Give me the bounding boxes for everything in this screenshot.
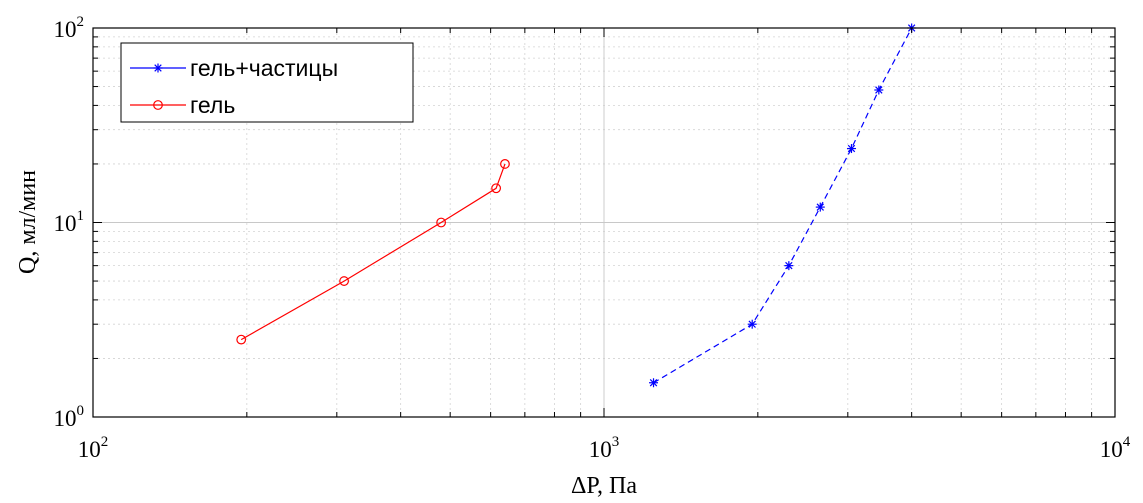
legend-marker-circle-icon — [153, 100, 163, 110]
data-point-star — [815, 202, 825, 212]
axis-ticks — [92, 28, 1115, 418]
x-tick-label: 103 — [589, 434, 620, 462]
star-icon — [153, 63, 163, 73]
x-tick-label: 102 — [78, 434, 109, 462]
data-point-star — [747, 319, 757, 329]
y-tick-label: 101 — [54, 208, 85, 236]
star-stroke — [847, 144, 856, 153]
star-stroke — [785, 261, 793, 270]
star-stroke — [748, 320, 756, 328]
y-tick-labels: 100 101 102 — [54, 14, 85, 431]
legend-box — [120, 42, 414, 123]
star-stroke — [875, 86, 883, 94]
legend: гель+частицы гель — [120, 42, 414, 123]
major-grid — [93, 28, 1115, 417]
star-stroke — [154, 64, 162, 72]
data-point-circle — [236, 334, 247, 345]
x-tick-label: 104 — [1100, 434, 1131, 462]
legend-marker-star-icon — [153, 63, 163, 73]
data-point-star — [874, 85, 884, 95]
circle-icon — [153, 100, 163, 110]
x-tick-labels: 102 103 104 — [78, 434, 1131, 462]
y-axis-label: Q, мл/мин — [15, 170, 41, 274]
legend-label-gel: гель — [190, 92, 235, 118]
data-point-circle — [339, 276, 349, 286]
series-line — [240, 163, 506, 341]
series-layer — [236, 23, 917, 388]
y-tick-label: 102 — [54, 14, 85, 42]
data-point-circle — [491, 183, 502, 194]
legend-label-gel-particles: гель+частицы — [190, 55, 338, 81]
x-axis-label: ΔP, Па — [571, 473, 637, 499]
y-tick-label: 100 — [54, 403, 85, 431]
series-gel — [236, 159, 510, 345]
data-point-star — [649, 378, 659, 388]
data-point-circle — [500, 159, 510, 169]
data-point-star — [784, 261, 794, 271]
star-stroke — [816, 203, 825, 211]
data-point-circle — [436, 217, 447, 228]
data-point-star — [846, 144, 856, 154]
star-stroke — [649, 379, 658, 387]
